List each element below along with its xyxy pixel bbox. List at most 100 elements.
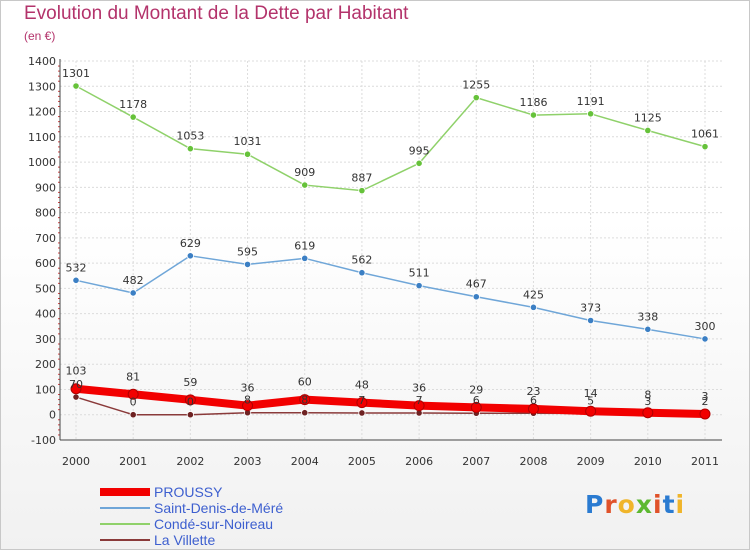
- data-point: [642, 407, 654, 419]
- data-point: [186, 411, 194, 419]
- data-label: 29: [469, 383, 483, 396]
- legend-swatch: [100, 507, 150, 509]
- data-label: 1301: [62, 67, 90, 80]
- data-point: [301, 181, 309, 189]
- data-point: [129, 411, 137, 419]
- series-line-Condé-sur-Noireau: [75, 85, 706, 192]
- data-point: [299, 394, 311, 406]
- y-tick-label: 1100: [28, 131, 56, 144]
- grid-lines: [60, 60, 722, 441]
- y-tick-label: 800: [35, 207, 56, 220]
- y-tick-label: 300: [35, 333, 56, 346]
- series-line-Saint-Denis-de-Méré: [75, 255, 706, 340]
- x-tick-label: 2011: [691, 455, 719, 468]
- data-label: 1186: [519, 96, 547, 109]
- data-label: 482: [123, 274, 144, 287]
- data-point: [72, 82, 80, 90]
- y-tick-label: 100: [35, 383, 56, 396]
- x-tick-label: 2006: [405, 455, 433, 468]
- x-tick-label: 2008: [519, 455, 547, 468]
- x-tick-label: 2007: [462, 455, 490, 468]
- x-tick-label: 2004: [291, 455, 319, 468]
- data-point: [129, 113, 137, 121]
- data-label: 7: [358, 394, 365, 407]
- data-point: [70, 383, 82, 395]
- y-tick-label: 200: [35, 358, 56, 371]
- data-label: 7: [416, 394, 423, 407]
- data-label: 373: [580, 301, 601, 314]
- data-point: [529, 303, 538, 311]
- data-point: [186, 252, 194, 260]
- data-point: [701, 143, 709, 151]
- data-label: 1191: [577, 95, 605, 108]
- data-label: 36: [412, 382, 426, 395]
- data-label: 81: [126, 370, 140, 383]
- data-label: 0: [187, 396, 194, 409]
- data-point: [301, 409, 309, 417]
- data-label: 8: [644, 389, 651, 402]
- x-tick-label: 2000: [62, 455, 90, 468]
- x-tick-label: 2002: [176, 455, 204, 468]
- y-tick-label: 500: [35, 282, 56, 295]
- legend-item: PROUSSY: [100, 484, 400, 500]
- data-point: [699, 408, 711, 420]
- legend-label: PROUSSY: [154, 484, 223, 500]
- data-point: [358, 409, 366, 417]
- data-point: [472, 94, 480, 102]
- data-point: [243, 260, 252, 268]
- data-label: 48: [355, 379, 369, 392]
- data-point: [587, 316, 595, 325]
- data-label: 1178: [119, 98, 147, 111]
- chart-unit: (en €): [24, 29, 56, 43]
- legend-swatch: [100, 488, 150, 496]
- data-label: 0: [130, 396, 137, 409]
- data-point: [644, 325, 652, 333]
- data-point: [72, 276, 80, 284]
- y-tick-label: 1200: [28, 106, 56, 119]
- y-tick-label: 1400: [28, 55, 56, 68]
- legend-label: La Villette: [154, 532, 216, 548]
- data-point: [301, 254, 309, 262]
- data-label: 338: [637, 310, 658, 323]
- data-point: [413, 400, 425, 412]
- data-label: 1125: [634, 111, 662, 124]
- data-point: [415, 282, 423, 290]
- data-label: 300: [695, 320, 716, 333]
- data-label: 3: [644, 395, 651, 408]
- data-label: 14: [584, 387, 598, 400]
- data-label: 532: [66, 261, 87, 274]
- data-label: 6: [473, 394, 480, 407]
- y-tick-label: 400: [35, 308, 56, 321]
- x-tick-label: 2005: [348, 455, 376, 468]
- data-point: [529, 111, 538, 119]
- chart-title: Evolution du Montant de la Dette par Hab…: [24, 3, 409, 24]
- data-label: 5: [587, 394, 594, 407]
- legend-swatch: [100, 539, 150, 541]
- x-tick-label: 2009: [577, 455, 605, 468]
- data-label: 1255: [462, 79, 490, 92]
- x-tick-label: 2003: [234, 455, 262, 468]
- data-point: [72, 393, 80, 401]
- legend-label: Saint-Denis-de-Méré: [154, 500, 284, 516]
- x-tick-label: 2010: [634, 455, 662, 468]
- data-label: 467: [466, 278, 487, 291]
- data-point: [184, 394, 196, 406]
- y-tick-label: 1000: [28, 156, 56, 169]
- data-point: [129, 289, 137, 297]
- y-tick-label: 900: [35, 181, 56, 194]
- data-point: [470, 401, 482, 413]
- data-point: [127, 388, 139, 400]
- data-label: 595: [237, 245, 258, 258]
- data-label: 70: [69, 378, 83, 391]
- data-label: 562: [351, 254, 372, 267]
- data-label: 8: [244, 394, 251, 407]
- data-label: 909: [294, 166, 315, 179]
- y-tick-label: -100: [31, 434, 56, 447]
- data-label: 1031: [234, 135, 262, 148]
- data-label: 887: [351, 172, 372, 185]
- data-point: [358, 187, 366, 195]
- series-line-PROUSSY: [72, 384, 709, 418]
- legend-swatch: [100, 523, 150, 525]
- legend-item: Condé-sur-Noireau: [100, 516, 400, 532]
